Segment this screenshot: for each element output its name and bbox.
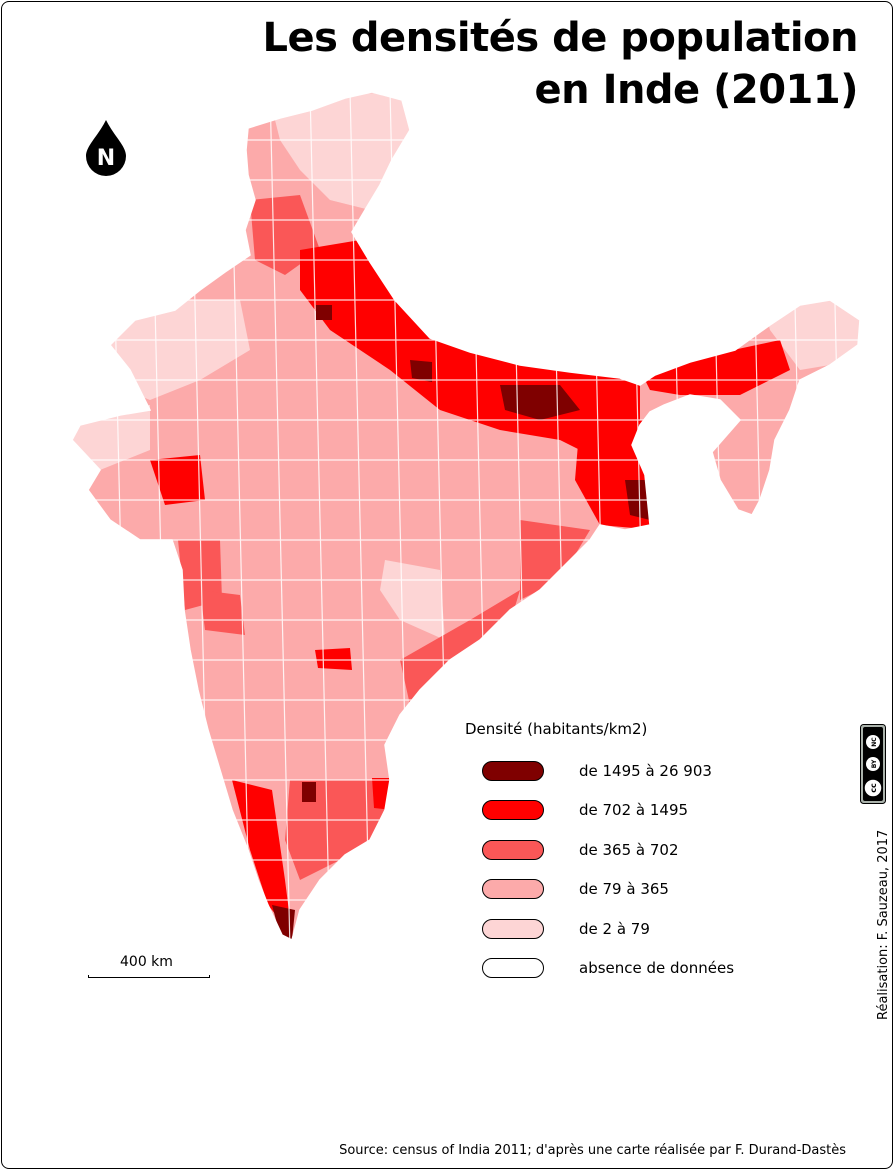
- region-assam: [640, 340, 790, 395]
- legend-title: Densité (habitants/km2): [465, 720, 648, 738]
- legend-swatch: [482, 761, 544, 781]
- legend-swatch: [482, 879, 544, 899]
- region-tamil-nadu: [285, 780, 390, 880]
- cc-label-nc: NC: [871, 737, 878, 747]
- legend-label: de 1495 à 26 903: [579, 762, 712, 780]
- legend-swatch: [482, 800, 544, 820]
- map-title-line2: en Inde (2011): [534, 67, 859, 113]
- region-odisha-coast: [520, 520, 590, 600]
- scale-bar: 400 km: [88, 954, 212, 984]
- map-title-line1: Les densités de population: [262, 15, 859, 61]
- source-note: Source: census of India 2011; d'après un…: [339, 1143, 846, 1158]
- cc-label-cc: cc: [869, 783, 878, 793]
- region-rajasthan-west: [100, 300, 250, 400]
- north-arrow-label: N: [97, 146, 115, 171]
- region-gujarat-east: [150, 455, 205, 505]
- map-title: Les densités de population en Inde (2011…: [263, 12, 859, 116]
- region-uttar-pradesh-core: [410, 360, 432, 382]
- region-delhi: [316, 305, 332, 320]
- base-density-79-365: [72, 92, 860, 940]
- region-pune: [200, 590, 245, 635]
- scale-bar-line: [88, 975, 210, 978]
- map-regions: [71, 91, 861, 941]
- region-bihar-core: [500, 385, 580, 420]
- legend-label: de 702 à 1495: [579, 801, 689, 819]
- region-bengaluru: [302, 782, 316, 802]
- region-hyderabad: [315, 648, 352, 670]
- region-andhra-coast: [400, 590, 520, 705]
- legend-label: de 2 à 79: [579, 920, 650, 938]
- north-arrow-icon: N: [86, 120, 126, 176]
- author-credit: Réalisation: F. Sauzeau, 2017: [876, 829, 891, 1020]
- legend-label: de 79 à 365: [579, 880, 669, 898]
- cc-label-by: BY: [871, 759, 878, 768]
- legend-label: de 365 à 702: [579, 841, 679, 859]
- legend-swatch: [482, 958, 544, 978]
- creative-commons-by-nc-icon: NC BY cc: [860, 724, 886, 804]
- legend-label: absence de données: [579, 959, 735, 977]
- scale-label: 400 km: [120, 954, 173, 970]
- legend-swatch: [482, 919, 544, 939]
- legend-swatch: [482, 840, 544, 860]
